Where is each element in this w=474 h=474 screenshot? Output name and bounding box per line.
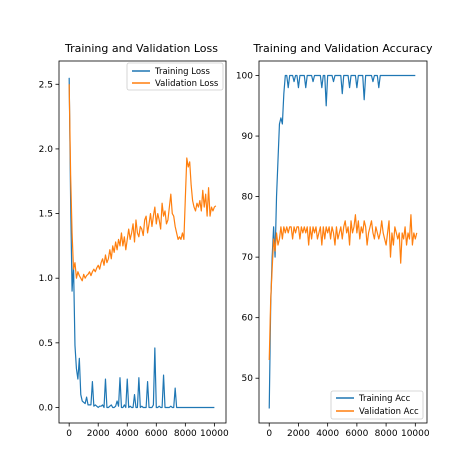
- loss-axis-ticks: 0 2000 4000 6000 8000 10000 0.0 0.5 1.0 1.5 2.0 2.5: [39, 80, 229, 439]
- accuracy-ytick-label: 80: [242, 193, 254, 203]
- accuracy-series-line-validation: [268, 214, 418, 361]
- accuracy-ytick-label: 60: [242, 314, 254, 324]
- loss-xtick-label: 6000: [145, 429, 168, 439]
- loss-plot-area: [58, 60, 227, 424]
- accuracy-ytick-label: 70: [242, 253, 254, 263]
- accuracy-ytick-label: 100: [236, 72, 253, 82]
- accuracy-plot-area: [258, 60, 428, 424]
- accuracy-ytick-label: 50: [242, 374, 254, 384]
- accuracy-xtick-label: 6000: [345, 429, 368, 439]
- loss-legend-label-validation: Validation Loss: [155, 79, 219, 89]
- accuracy-legend-label-training: Training Acc: [358, 394, 411, 404]
- loss-legend-box: [126, 62, 224, 91]
- accuracy-xtick-label: 8000: [375, 429, 398, 439]
- loss-xtick-label: 4000: [116, 429, 139, 439]
- accuracy-xtick-label: 2000: [287, 429, 310, 439]
- accuracy-chart-title: Training and Validation Accuracy: [252, 42, 433, 55]
- loss-ytick-label: 0.0: [39, 403, 54, 413]
- loss-series-lines: [68, 77, 217, 409]
- loss-legend: Training Loss Validation Loss: [126, 62, 224, 91]
- loss-xtick-label: 2000: [87, 429, 110, 439]
- accuracy-legend: Training Acc Validation Acc: [330, 390, 424, 420]
- loss-series-line-training: [68, 77, 215, 409]
- loss-chart: Training and Validation Loss 0 2000 4000 60…: [39, 42, 229, 439]
- loss-ytick-label: 1.5: [39, 210, 53, 220]
- loss-ytick-label: 2.0: [39, 145, 54, 155]
- loss-series-line-validation: [68, 84, 217, 282]
- loss-ytick-label: 2.5: [39, 80, 53, 90]
- accuracy-ytick-label: 90: [242, 132, 254, 142]
- loss-ytick-label: 0.5: [39, 339, 53, 349]
- loss-legend-label-training: Training Loss: [154, 67, 210, 77]
- loss-ytick-label: 1.0: [39, 274, 54, 284]
- accuracy-legend-label-validation: Validation Acc: [359, 407, 419, 417]
- accuracy-series-lines: [268, 74, 418, 409]
- accuracy-xtick-label: 0: [266, 429, 272, 439]
- accuracy-xtick-label: 10000: [401, 429, 430, 439]
- loss-xtick-label: 0: [66, 429, 72, 439]
- loss-xtick-label: 10000: [200, 429, 229, 439]
- accuracy-xtick-label: 4000: [316, 429, 339, 439]
- accuracy-axis-ticks: 0 2000 4000 6000 8000 10000 50 60 70 80 90 100: [236, 72, 430, 439]
- loss-chart-title: Training and Validation Loss: [64, 42, 218, 55]
- loss-xtick-label: 8000: [174, 429, 197, 439]
- accuracy-chart: Training and Validation Accuracy 0 2000 40…: [236, 42, 433, 439]
- accuracy-series-line-training: [268, 74, 416, 409]
